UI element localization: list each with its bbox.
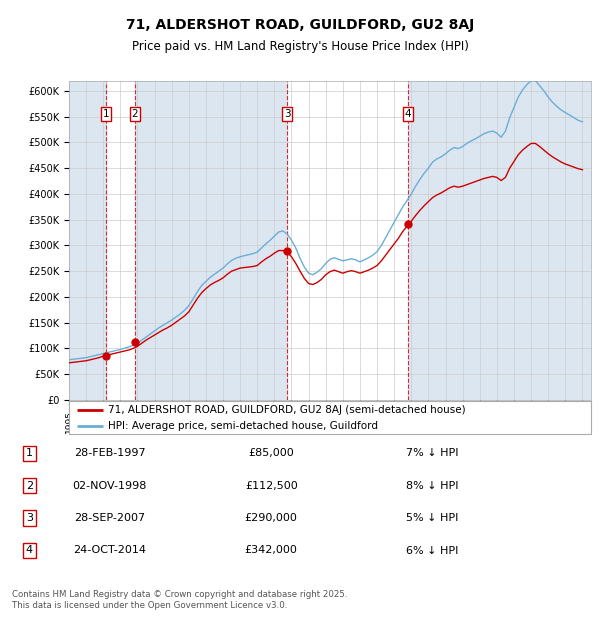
Text: 1: 1 [103,109,109,119]
Text: 71, ALDERSHOT ROAD, GUILDFORD, GU2 8AJ: 71, ALDERSHOT ROAD, GUILDFORD, GU2 8AJ [126,18,474,32]
Text: 2: 2 [131,109,138,119]
Text: 02-NOV-1998: 02-NOV-1998 [73,480,147,490]
Text: 71, ALDERSHOT ROAD, GUILDFORD, GU2 8AJ (semi-detached house): 71, ALDERSHOT ROAD, GUILDFORD, GU2 8AJ (… [108,405,466,415]
Text: £290,000: £290,000 [245,513,298,523]
Text: 28-SEP-2007: 28-SEP-2007 [74,513,145,523]
Text: HPI: Average price, semi-detached house, Guildford: HPI: Average price, semi-detached house,… [108,421,378,431]
Text: Contains HM Land Registry data © Crown copyright and database right 2025.
This d: Contains HM Land Registry data © Crown c… [12,590,347,609]
Text: 4: 4 [26,546,33,556]
Text: 8% ↓ HPI: 8% ↓ HPI [406,480,459,490]
Bar [408,81,591,400]
Text: £85,000: £85,000 [248,448,294,458]
Text: 4: 4 [405,109,412,119]
Text: 28-FEB-1997: 28-FEB-1997 [74,448,146,458]
Text: £112,500: £112,500 [245,480,298,490]
Text: 3: 3 [284,109,290,119]
Text: 7% ↓ HPI: 7% ↓ HPI [406,448,459,458]
Text: 1: 1 [26,448,33,458]
Text: 3: 3 [26,513,33,523]
Text: 6% ↓ HPI: 6% ↓ HPI [406,546,458,556]
Text: £342,000: £342,000 [245,546,298,556]
Text: 2: 2 [26,480,33,490]
Text: 24-OCT-2014: 24-OCT-2014 [73,546,146,556]
Text: 5% ↓ HPI: 5% ↓ HPI [406,513,458,523]
Bar [69,81,106,400]
Bar [135,81,287,400]
Text: Price paid vs. HM Land Registry's House Price Index (HPI): Price paid vs. HM Land Registry's House … [131,40,469,53]
